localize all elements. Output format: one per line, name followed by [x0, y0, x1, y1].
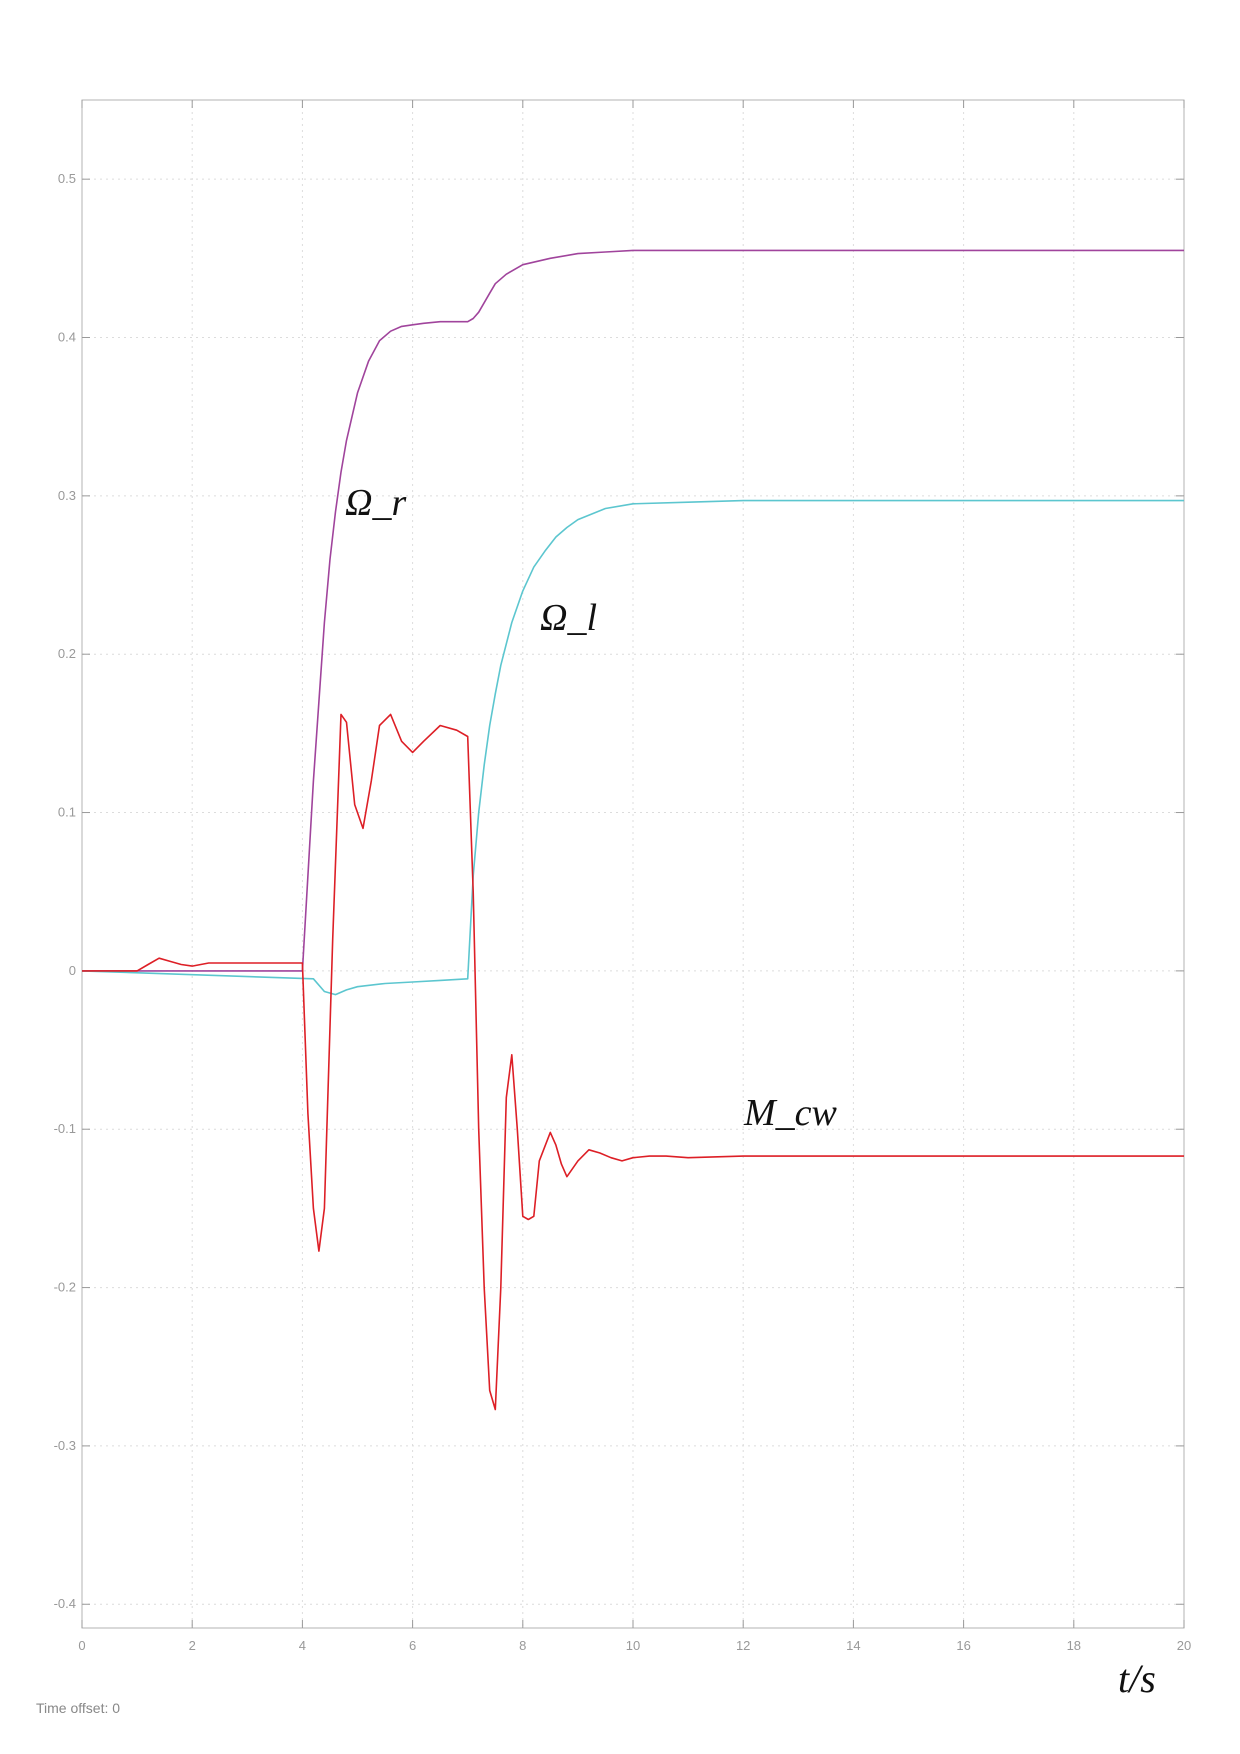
- x-tick-label: 0: [78, 1638, 85, 1653]
- y-tick-label: -0.1: [54, 1121, 76, 1136]
- series-lines: [81, 249, 1184, 1411]
- series-label-omega-l: Ω_l: [540, 597, 597, 639]
- y-tick-label: -0.3: [54, 1438, 76, 1453]
- y-tick-label: 0.5: [58, 171, 76, 186]
- series-label-omega-r: Ω_r: [345, 482, 406, 524]
- x-tick-label: 20: [1177, 1638, 1191, 1653]
- y-tick-label: 0.4: [58, 330, 76, 345]
- x-tick-label: 4: [299, 1638, 306, 1653]
- omega-l-line: [81, 499, 1184, 996]
- y-tick-label: -0.4: [54, 1596, 76, 1611]
- y-tick-label: 0.1: [58, 805, 76, 820]
- m-cw-line: [82, 713, 1184, 1411]
- x-tick-label: 2: [189, 1638, 196, 1653]
- x-tick-label: 18: [1067, 1638, 1081, 1653]
- x-tick-label: 6: [409, 1638, 416, 1653]
- time-offset-label: Time offset: 0: [36, 1700, 121, 1716]
- x-tick-label: 12: [736, 1638, 750, 1653]
- x-axis-title: t/s: [1118, 1656, 1156, 1701]
- x-tick-label: 16: [956, 1638, 970, 1653]
- y-tick-label: -0.2: [54, 1280, 76, 1295]
- x-tick-label: 14: [846, 1638, 860, 1653]
- grid-lines: [82, 100, 1184, 1628]
- y-tick-label: 0: [69, 963, 76, 978]
- y-tick-label: 0.3: [58, 488, 76, 503]
- x-tick-label: 10: [626, 1638, 640, 1653]
- omega-r-line: [82, 249, 1184, 972]
- y-tick-label: 0.2: [58, 646, 76, 661]
- series-label-m-cw: M_cw: [743, 1092, 838, 1134]
- axis-ticks: 0 2 4 6 8 10 12 14 16 18 20 -0.4 -0.3 -0.2 -0.1 0 0.1 0.2…: [54, 100, 1191, 1653]
- x-tick-label: 8: [519, 1638, 526, 1653]
